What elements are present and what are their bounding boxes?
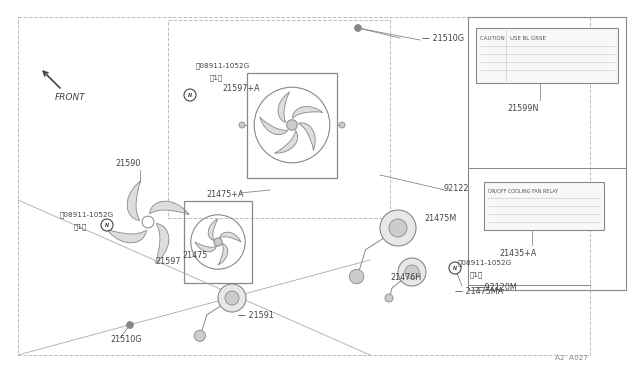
Circle shape — [218, 284, 246, 312]
Circle shape — [389, 219, 407, 237]
Bar — [484, 182, 604, 230]
Polygon shape — [260, 117, 288, 135]
Text: 92122: 92122 — [444, 183, 470, 192]
Bar — [476, 28, 618, 83]
Text: 21597+A: 21597+A — [222, 83, 260, 93]
Text: — 21591: — 21591 — [238, 311, 274, 321]
Circle shape — [101, 219, 113, 231]
Text: ⓝ08911-1052G: ⓝ08911-1052G — [60, 212, 115, 218]
Text: A2 ·A027: A2 ·A027 — [555, 355, 588, 361]
Circle shape — [385, 294, 393, 302]
Polygon shape — [292, 106, 323, 118]
Polygon shape — [156, 224, 169, 263]
Text: （1）: （1） — [470, 272, 483, 278]
Circle shape — [398, 258, 426, 286]
Text: ⓝ08911-1052G: ⓝ08911-1052G — [196, 63, 250, 69]
Circle shape — [214, 238, 222, 246]
Text: 21475: 21475 — [182, 250, 207, 260]
Circle shape — [349, 269, 364, 284]
Text: N: N — [105, 222, 109, 228]
Text: N: N — [188, 93, 192, 97]
Text: ⓝ08911-1052G: ⓝ08911-1052G — [458, 260, 512, 266]
Circle shape — [405, 265, 419, 279]
Text: 21476H: 21476H — [390, 273, 421, 282]
Polygon shape — [127, 181, 141, 221]
Polygon shape — [278, 92, 290, 123]
Text: 21590: 21590 — [115, 158, 140, 167]
Text: CAUTION   USE BL GRSE: CAUTION USE BL GRSE — [480, 35, 546, 41]
Polygon shape — [218, 244, 228, 265]
Circle shape — [288, 121, 296, 129]
Text: （1）: （1） — [210, 75, 223, 81]
Bar — [468, 17, 626, 290]
Text: — 21510G: — 21510G — [422, 33, 464, 42]
Text: 21599N: 21599N — [507, 103, 538, 112]
Circle shape — [225, 291, 239, 305]
Polygon shape — [275, 131, 298, 153]
Text: ON/OFF COOLING FAN RELAY: ON/OFF COOLING FAN RELAY — [488, 189, 558, 193]
Circle shape — [287, 120, 298, 130]
Text: — 92120M: — 92120M — [474, 282, 516, 292]
Circle shape — [142, 216, 154, 228]
Text: 21510G: 21510G — [110, 336, 141, 344]
Circle shape — [449, 262, 461, 274]
Polygon shape — [107, 229, 147, 243]
Text: 21475+A: 21475+A — [206, 189, 243, 199]
Text: 21435+A: 21435+A — [499, 248, 536, 257]
Polygon shape — [208, 219, 218, 240]
Circle shape — [339, 122, 345, 128]
Bar — [247, 73, 337, 177]
Circle shape — [239, 122, 245, 128]
Bar — [184, 201, 252, 283]
Polygon shape — [298, 123, 316, 151]
Circle shape — [215, 239, 221, 245]
Text: 21597: 21597 — [155, 257, 180, 266]
Text: 21475M: 21475M — [424, 214, 456, 222]
Text: — 21475MA: — 21475MA — [455, 288, 503, 296]
Polygon shape — [195, 242, 216, 252]
Text: （1）: （1） — [74, 224, 88, 230]
Circle shape — [355, 25, 362, 32]
Text: FRONT: FRONT — [55, 93, 86, 102]
Circle shape — [194, 330, 205, 341]
Polygon shape — [150, 201, 189, 215]
Polygon shape — [220, 232, 241, 242]
Text: N: N — [453, 266, 457, 270]
Circle shape — [380, 210, 416, 246]
Circle shape — [184, 89, 196, 101]
Circle shape — [127, 321, 134, 328]
